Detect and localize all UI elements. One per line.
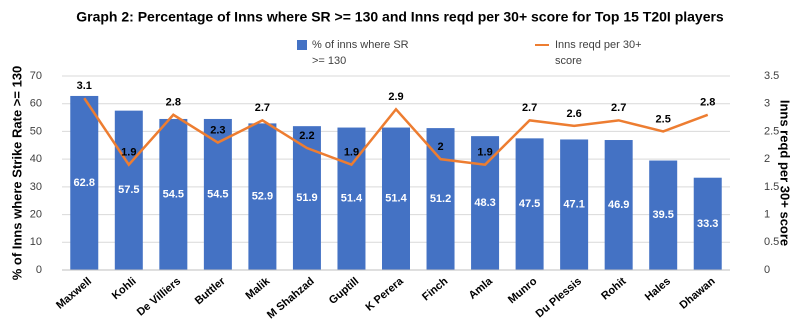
legend-swatch — [297, 40, 307, 50]
y-tick-label: 40 — [30, 153, 42, 165]
line-value-label: 2.9 — [388, 91, 403, 103]
x-tick-label: M Shahzad — [265, 275, 317, 321]
line-value-label: 2.8 — [700, 97, 715, 109]
y-tick-label: 20 — [30, 208, 42, 220]
line-value-label: 2.6 — [566, 108, 581, 120]
legend-label: % of inns where SR >= 130 — [312, 39, 409, 67]
bar — [248, 123, 277, 271]
bar — [114, 110, 143, 271]
x-tick-label: K Perera — [363, 275, 406, 314]
bar-value-label: 46.9 — [608, 199, 629, 211]
y2-tick-label: 2.5 — [764, 125, 779, 137]
line-value-label: 2.7 — [522, 102, 537, 114]
y2-tick-label: 0.5 — [764, 236, 779, 248]
legend-swatch — [535, 44, 549, 46]
bar-value-label: 47.1 — [563, 199, 584, 211]
y-axis-label: % of Inns where Strike Rate >= 130 — [9, 66, 24, 281]
chart-title: Graph 2: Percentage of Inns where SR >= … — [76, 9, 724, 25]
bar — [604, 140, 633, 270]
x-tick-label: Buttler — [193, 275, 228, 307]
bar-value-label: 51.9 — [296, 192, 317, 204]
y2-tick-label: 2 — [764, 153, 770, 165]
bar-value-label: 51.4 — [385, 193, 407, 205]
y-tick-label: 60 — [30, 98, 42, 110]
x-tick-label: Du Plessis — [534, 275, 584, 320]
legend-label: Inns reqd per 30+ score — [555, 39, 642, 67]
bar-value-label: 33.3 — [697, 218, 718, 230]
bar — [292, 126, 321, 270]
line-value-label: 1.9 — [121, 147, 136, 159]
y2-tick-label: 1.5 — [764, 181, 779, 193]
line-value-label: 2.7 — [611, 102, 626, 114]
line-value-label: 2.2 — [299, 130, 314, 142]
bar-value-label: 51.4 — [341, 193, 363, 205]
line — [83, 97, 709, 167]
x-tick-label: Kohli — [110, 275, 139, 302]
bar-value-label: 47.5 — [519, 198, 540, 210]
bar — [426, 128, 455, 270]
bar-value-label: 57.5 — [118, 184, 139, 196]
line-value-label: 1.9 — [344, 147, 359, 159]
line-value-label: 1.9 — [477, 147, 492, 159]
y-tick-label: 0 — [36, 264, 42, 276]
y2-tick-label: 3.5 — [764, 70, 779, 82]
bar — [70, 95, 99, 270]
x-tick-label: Guptill — [327, 275, 361, 307]
x-tick-label: De Villiers — [135, 275, 183, 318]
line-value-label: 2 — [437, 141, 443, 153]
bar-value-label: 48.3 — [474, 197, 495, 209]
bar-value-label: 52.9 — [252, 191, 273, 203]
bar — [560, 139, 589, 270]
bar-value-label: 51.2 — [430, 193, 451, 205]
bar-value-label: 54.5 — [163, 188, 184, 200]
y2-axis-label: Inns reqd per 30+ score — [778, 100, 793, 246]
y2-tick-label: 1 — [764, 208, 770, 220]
x-tick-label: Finch — [420, 275, 450, 303]
bar — [693, 177, 722, 270]
x-tick-label: Rohit — [599, 275, 628, 302]
x-tick-label: Maxwell — [54, 275, 94, 311]
bar — [649, 160, 678, 270]
line-value-label: 2.3 — [210, 124, 225, 136]
y-tick-label: 50 — [30, 125, 42, 137]
line-value-label: 2.8 — [166, 97, 181, 109]
x-tick-label: Malik — [243, 275, 272, 302]
x-tick-label: Munro — [506, 275, 540, 306]
line-value-label: 3.1 — [77, 80, 92, 92]
line-value-label: 2.5 — [656, 113, 671, 125]
y-tick-label: 70 — [30, 70, 42, 82]
bar-value-label: 39.5 — [652, 209, 673, 221]
bar-value-label: 62.8 — [74, 177, 95, 189]
bar — [382, 127, 410, 270]
y-tick-label: 10 — [30, 236, 42, 248]
line-value-label: 2.7 — [255, 102, 270, 114]
y2-tick-label: 0 — [764, 264, 770, 276]
bar — [471, 136, 500, 270]
bar — [203, 118, 232, 270]
bar-value-label: 54.5 — [207, 188, 228, 200]
x-tick-label: Hales — [643, 275, 673, 303]
bar — [515, 138, 544, 270]
y-tick-label: 30 — [30, 181, 42, 193]
x-tick-label: Amla — [467, 275, 496, 302]
bar — [159, 118, 188, 270]
x-tick-label: Dhawan — [677, 275, 717, 311]
y2-tick-label: 3 — [764, 98, 770, 110]
